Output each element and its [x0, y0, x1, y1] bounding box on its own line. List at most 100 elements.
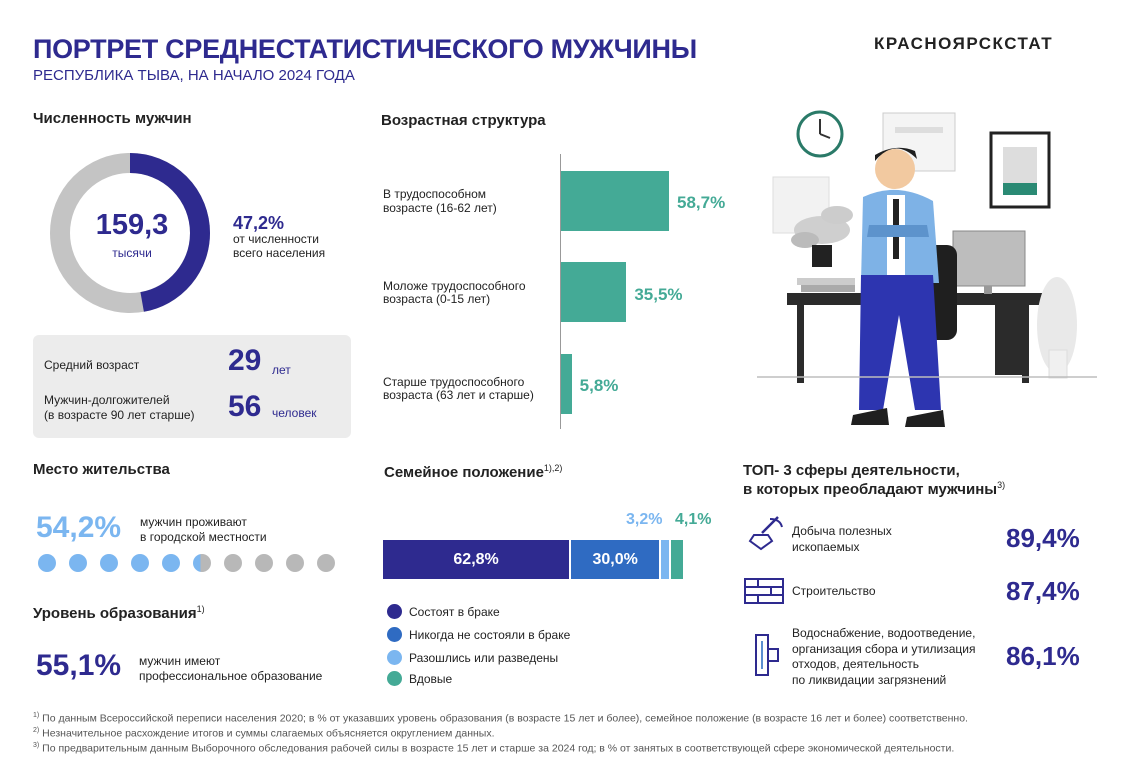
legend-divorced-dot	[387, 650, 402, 665]
footnote-2: 2) Незначительное расхождение итогов и с…	[33, 727, 495, 740]
legend-never-dot	[387, 627, 402, 642]
footnote-1-mark: 1)	[33, 712, 40, 719]
footnote-1: 1) По данным Всероссийской переписи насе…	[33, 712, 968, 725]
legend-widowed-label: Вдовые	[409, 672, 453, 686]
logo: КРАСНОЯРСКСТАТ	[874, 34, 1054, 53]
marital-bar-widowed	[670, 540, 683, 579]
top3-item2-value: 87,4%	[1006, 576, 1080, 606]
age-label-3b: возраста (63 лет и старше)	[383, 388, 534, 402]
education-heading-text: Уровень образования	[33, 605, 197, 622]
age-label-3a: Старше трудоспособного	[383, 375, 525, 389]
footnote-2-mark: 2)	[33, 727, 40, 734]
marital-bar-divorced	[661, 540, 669, 579]
population-share-text-2: всего населения	[233, 246, 326, 260]
residence-dot	[38, 554, 56, 572]
footnote-3-mark: 3)	[33, 742, 40, 749]
top3-item1-label-2: ископаемых	[792, 540, 860, 554]
age-axis-line	[560, 154, 561, 429]
plant-pot	[812, 245, 832, 267]
stats-box	[33, 335, 351, 438]
education-heading: Уровень образования1)	[33, 604, 205, 622]
pipe-icon	[755, 634, 779, 676]
marital-note: 1),2)	[543, 463, 563, 473]
residence-dot	[162, 554, 180, 572]
donut-men-segment	[50, 153, 210, 313]
age-label-2b: возраста (0-15 лет)	[383, 292, 491, 306]
legend-married-dot	[387, 604, 402, 619]
man-at-desk-illustration	[757, 110, 1097, 427]
longlivers-value: 56	[228, 390, 262, 423]
marital-bar-never-married: 30,0%	[571, 540, 660, 579]
marital-bar-married: 62,8%	[383, 540, 570, 579]
age-value-old: 5,8%	[579, 376, 619, 395]
footnote-2-text: Незначительное расхождение итогов и сумм…	[39, 727, 495, 740]
avg-age-value: 29	[228, 344, 262, 377]
age-label-1a: В трудоспособном	[383, 187, 487, 201]
population-donut	[50, 153, 210, 313]
marital-heading: Семейное положение1),2)	[384, 463, 562, 481]
marital-divorced-value: 3,2%	[626, 511, 663, 528]
longlivers-label-2: (в возрасте 90 лет старше)	[44, 408, 195, 422]
legend-married-label: Состоят в браке	[409, 605, 500, 619]
top3-item3-label-1: Водоснабжение, водоотведение,	[792, 626, 976, 640]
age-bar-working	[561, 171, 669, 231]
residence-dot	[286, 554, 304, 572]
avg-age-unit: лет	[272, 363, 291, 377]
residence-value: 54,2%	[36, 511, 122, 544]
marital-heading-text: Семейное положение	[384, 464, 544, 481]
age-value-working: 58,7%	[677, 193, 726, 212]
monitor	[952, 230, 1026, 287]
population-share: 47,2%	[233, 213, 285, 233]
avg-age-label: Средний возраст	[44, 358, 140, 372]
top3-heading-1: ТОП- 3 сферы деятельности,	[743, 462, 960, 479]
age-bar-young	[561, 262, 627, 322]
age-label-1b: возрасте (16-62 лет)	[383, 201, 497, 215]
legend-divorced-label: Разошлись или разведены	[409, 651, 559, 665]
top3-item3-label-4: по ликвидации загрязнений	[792, 673, 947, 687]
residence-dot	[224, 554, 242, 572]
age-structure-heading: Возрастная структура	[381, 112, 546, 129]
page-title: ПОРТРЕТ СРЕДНЕСТАТИСТИЧЕСКОГО МУЖЧИНЫ	[33, 34, 697, 64]
age-bar-old	[561, 354, 572, 414]
residence-heading: Место жительства	[33, 461, 170, 478]
top3-item2-label: Строительство	[792, 584, 876, 598]
education-text-2: профессиональное образование	[139, 669, 323, 683]
top3-item3-label-3: отходов, деятельность	[792, 657, 920, 671]
footnote-3: 3) По предварительным данным Выборочного…	[33, 742, 954, 755]
legend-widowed-dot	[387, 671, 402, 686]
page-subtitle: РЕСПУБЛИКА ТЫВА, НА НАЧАЛО 2024 ГОДА	[33, 67, 355, 84]
top3-note: 3)	[997, 480, 1006, 490]
residence-dot	[131, 554, 149, 572]
residence-text-1: мужчин проживают	[140, 515, 247, 529]
population-heading: Численность мужчин	[33, 110, 192, 127]
education-text-1: мужчин имеют	[139, 654, 221, 668]
age-label-2a: Моложе трудоспособного	[383, 279, 526, 293]
residence-dot	[317, 554, 335, 572]
education-note: 1)	[196, 604, 205, 614]
construction-icon	[744, 578, 784, 604]
mining-icon	[748, 516, 783, 551]
residence-text-2: в городской местности	[140, 530, 267, 544]
top3-item3-label-2: организация сбора и утилизация	[792, 642, 976, 656]
population-value: 159,3	[95, 209, 169, 241]
residence-dot	[100, 554, 118, 572]
man-head	[875, 149, 915, 189]
population-share-text-1: от численности	[233, 232, 319, 246]
legend-never-label: Никогда не состояли в браке	[409, 628, 571, 642]
longlivers-unit: человек	[272, 406, 317, 420]
age-value-young: 35,5%	[634, 285, 683, 304]
top3-heading-2-text: в которых преобладают мужчины	[743, 481, 998, 498]
top3-item1-value: 89,4%	[1006, 523, 1080, 553]
top3-item1-label-1: Добыча полезных	[792, 524, 892, 538]
marital-widowed-value: 4,1%	[675, 511, 712, 528]
longlivers-label-1: Мужчин-долгожителей	[44, 393, 170, 407]
man-trousers	[859, 275, 941, 410]
top3-item3-value: 86,1%	[1006, 641, 1080, 671]
residence-dot	[255, 554, 273, 572]
footnote-3-text: По предварительным данным Выборочного об…	[39, 742, 955, 755]
population-unit: тысячи	[112, 246, 152, 260]
education-value: 55,1%	[36, 649, 122, 682]
residence-dot	[69, 554, 87, 572]
residence-dot	[193, 554, 211, 572]
top3-heading-2: в которых преобладают мужчины3)	[743, 480, 1005, 498]
